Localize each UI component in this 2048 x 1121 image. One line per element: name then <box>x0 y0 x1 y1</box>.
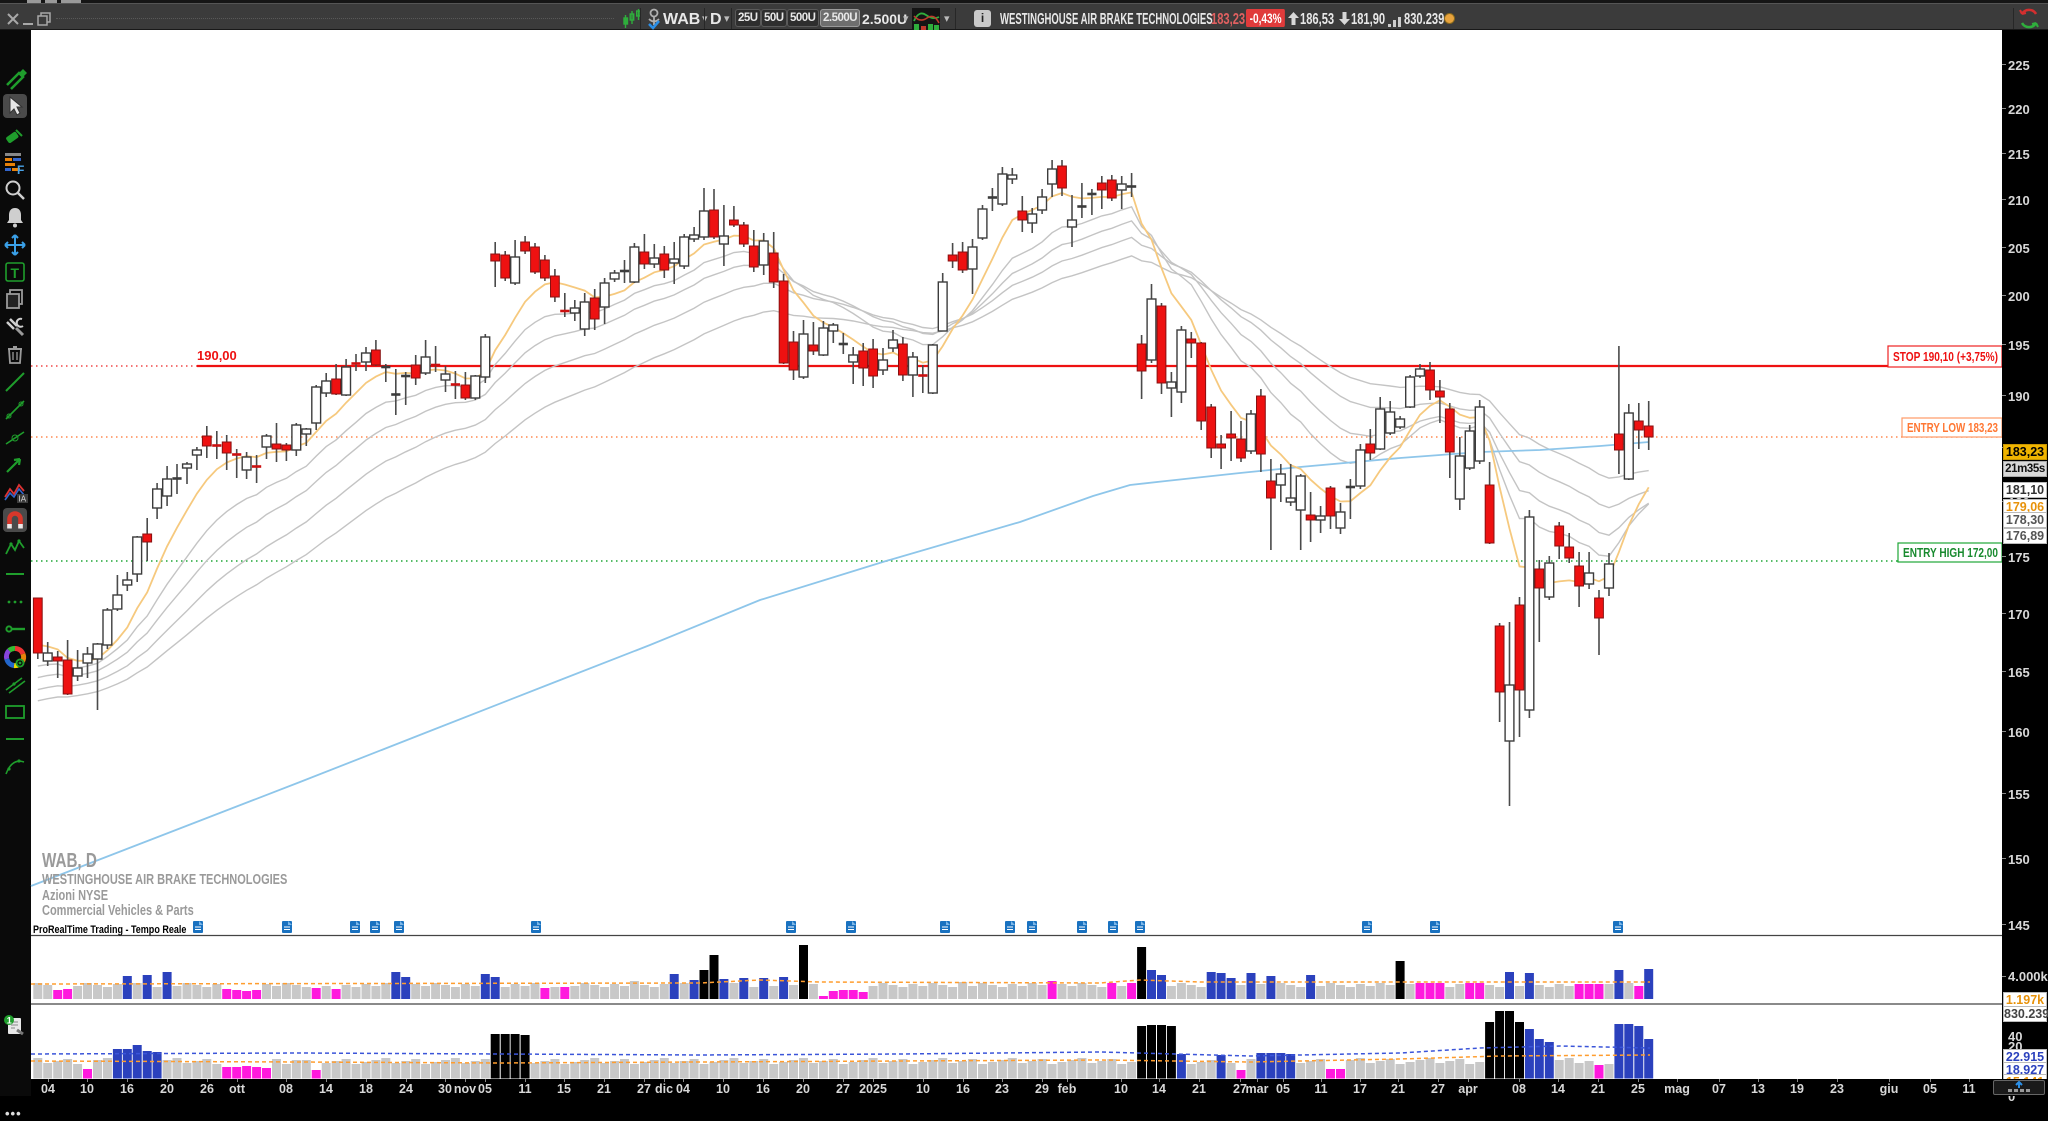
svg-text:ProRealTime Trading - Tempo Re: ProRealTime Trading - Tempo Reale <box>33 924 187 936</box>
svg-text:Commercial Vehicles & Parts: Commercial Vehicles & Parts <box>42 901 194 918</box>
svg-text:IA: IA <box>19 495 27 504</box>
svg-text:T: T <box>11 265 20 281</box>
svg-text:ENTRY LOW 183,23: ENTRY LOW 183,23 <box>1907 421 1998 435</box>
svg-text:190,00: 190,00 <box>197 348 237 363</box>
svg-text:ENTRY HIGH 172,00: ENTRY HIGH 172,00 <box>1903 546 1998 560</box>
svg-text:1: 1 <box>7 1016 12 1026</box>
svg-text:F: F <box>17 163 24 175</box>
svg-text:WESTINGHOUSE AIR BRAKE TECHNOL: WESTINGHOUSE AIR BRAKE TECHNOLOGIES <box>42 870 288 887</box>
svg-text:WAB, D: WAB, D <box>42 849 97 872</box>
svg-text:STOP 190,10 (+3,75%): STOP 190,10 (+3,75%) <box>1893 350 1998 364</box>
svg-text:Azioni NYSE: Azioni NYSE <box>42 886 108 903</box>
